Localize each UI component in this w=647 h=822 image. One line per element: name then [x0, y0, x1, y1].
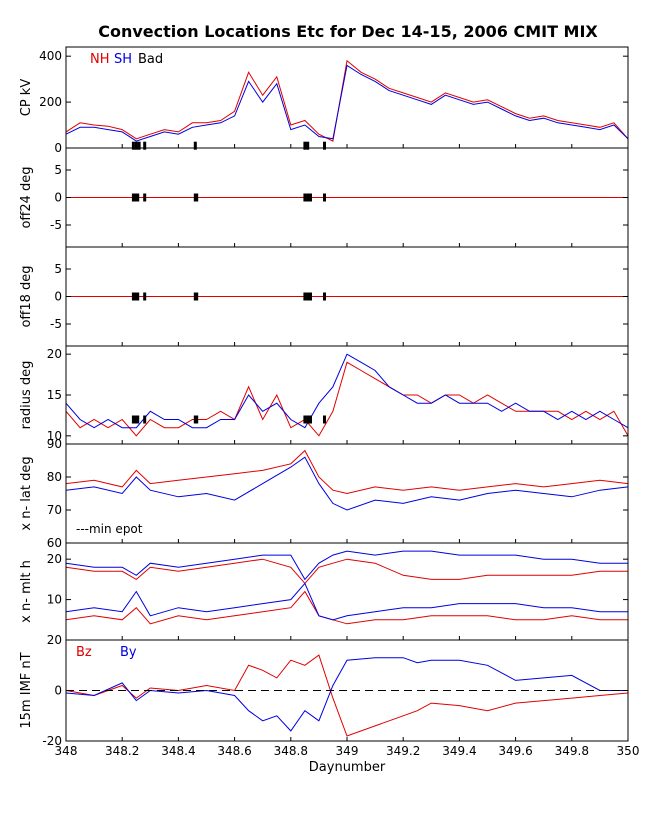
x-tick-label: 348.6: [217, 744, 251, 758]
y-tick-label: 90: [47, 437, 62, 451]
series-line-sh-2: [65, 64, 629, 142]
panel-7: -20 0 20 15m IMF nT Bz By 348 348.2 348.4 348.6 34…: [19, 633, 639, 775]
series-line-sh-4: [65, 582, 628, 621]
legend-entry-nh: NH: [90, 52, 110, 67]
y-tick-label: -5: [50, 317, 62, 331]
series-line-nh-1: [65, 558, 628, 585]
bad-marker-6: [303, 141, 307, 150]
x-tick-label: 349: [336, 744, 359, 758]
bad-marker-9: [306, 193, 310, 202]
panel-5: 60 70 80 90 x n- lat deg ---min epot: [19, 437, 629, 550]
bad-marker-11: [323, 292, 326, 301]
chart-title: Convection Locations Etc for Dec 14-15, …: [98, 22, 598, 41]
bad-marker-8: [303, 292, 307, 301]
annotation-min-epot: ---min epot: [76, 522, 143, 536]
y-tick-label: 10: [47, 429, 62, 443]
y-tick-label: 0: [54, 684, 62, 698]
series-label-bz: Bz: [76, 645, 92, 660]
y-tick-label: 5: [54, 262, 62, 276]
y-tick-label: 20: [47, 347, 62, 361]
y-tick-label: -20: [42, 734, 62, 748]
y-tick-label: 80: [47, 470, 62, 484]
bad-marker-5: [193, 141, 197, 150]
x-tick-label: 348.8: [274, 744, 308, 758]
y-tick-label: 0: [54, 290, 62, 304]
bad-marker-11: [323, 193, 326, 202]
bad-marker-7: [195, 193, 199, 202]
x-tick-label: 348.2: [105, 744, 139, 758]
bad-marker-5: [143, 415, 147, 424]
bad-marker-7: [195, 292, 199, 301]
panel-frame: [65, 345, 629, 445]
y-axis-label: x n- lat deg: [19, 456, 34, 530]
x-tick-label: 349.8: [555, 744, 589, 758]
bad-marker-10: [309, 193, 312, 202]
y-axis-label: off24 deg: [19, 166, 34, 228]
y-axis-label: off18 deg: [19, 265, 34, 327]
y-tick-label: 20: [47, 633, 62, 647]
panel-2: -5 0 5 off24 deg: [19, 147, 629, 248]
y-tick-label: 0: [54, 141, 62, 155]
y-axis-label: CP kV: [19, 79, 34, 117]
series-label-by: By: [120, 645, 137, 660]
x-tick-label: 349.4: [442, 744, 476, 758]
y-axis-label: radius deg: [19, 361, 34, 430]
bad-marker-4: [136, 415, 140, 424]
bad-marker-9: [306, 415, 310, 424]
x-axis-label: Daynumber: [309, 760, 386, 775]
bad-marker-2: [134, 141, 138, 150]
y-tick-label: 5: [54, 163, 62, 177]
panel-frame: [65, 542, 629, 641]
bad-marker-10: [309, 415, 312, 424]
bad-marker-7: [195, 415, 199, 424]
y-tick-label: 10: [47, 593, 62, 607]
series-line-sh-2: [65, 456, 629, 511]
x-tick-label: 348.4: [161, 744, 195, 758]
bad-marker-1: [131, 141, 135, 150]
y-tick-label: 15: [47, 388, 62, 402]
y-tick-label: -5: [50, 218, 62, 232]
series-line-nh-1: [65, 59, 629, 142]
bad-marker-3: [137, 141, 141, 150]
panel-6: 10 20 x n- mlt h: [19, 542, 629, 641]
y-tick-label: 20: [47, 552, 62, 566]
bad-marker-4: [136, 292, 140, 301]
series-line-by-2: [65, 657, 628, 732]
bad-marker-4: [143, 141, 147, 150]
bad-marker-8: [303, 415, 307, 424]
series-line-nh-1: [65, 449, 629, 495]
series-line-sh-2: [65, 550, 628, 581]
y-tick-label: 70: [47, 503, 62, 517]
legend-entry-sh: SH: [114, 52, 132, 67]
y-axis-label: x n- mlt h: [19, 560, 34, 623]
bad-marker-11: [323, 415, 326, 424]
bad-marker-9: [306, 292, 310, 301]
bad-marker-5: [143, 292, 147, 301]
series-line-sh-2: [65, 353, 629, 429]
y-tick-label: 200: [39, 95, 62, 109]
x-tick-label: 350: [617, 744, 640, 758]
bad-marker-5: [143, 193, 147, 202]
panel-4: 10 15 20 radius deg: [19, 345, 629, 445]
legend-entry-bad: Bad: [138, 52, 163, 67]
x-tick-label: 349.6: [498, 744, 532, 758]
y-tick-label: 0: [54, 191, 62, 205]
bad-marker-4: [136, 193, 140, 202]
bad-marker-10: [309, 292, 312, 301]
x-tick-label: 349.2: [386, 744, 420, 758]
panel-1: 0 200 400 CP kV NH SH Bad: [19, 46, 629, 155]
series-line-nh-1: [65, 361, 629, 437]
bad-marker-8: [323, 141, 326, 150]
y-tick-label: 60: [47, 536, 62, 550]
bad-marker-8: [303, 193, 307, 202]
bad-marker-7: [306, 141, 310, 150]
x-tick-label: 348: [55, 744, 78, 758]
series-line-bz-1: [65, 654, 629, 737]
panel-3: -5 0 5 off18 deg: [19, 246, 629, 347]
y-axis-label: 15m IMF nT: [19, 652, 34, 728]
y-tick-label: 400: [39, 49, 62, 63]
